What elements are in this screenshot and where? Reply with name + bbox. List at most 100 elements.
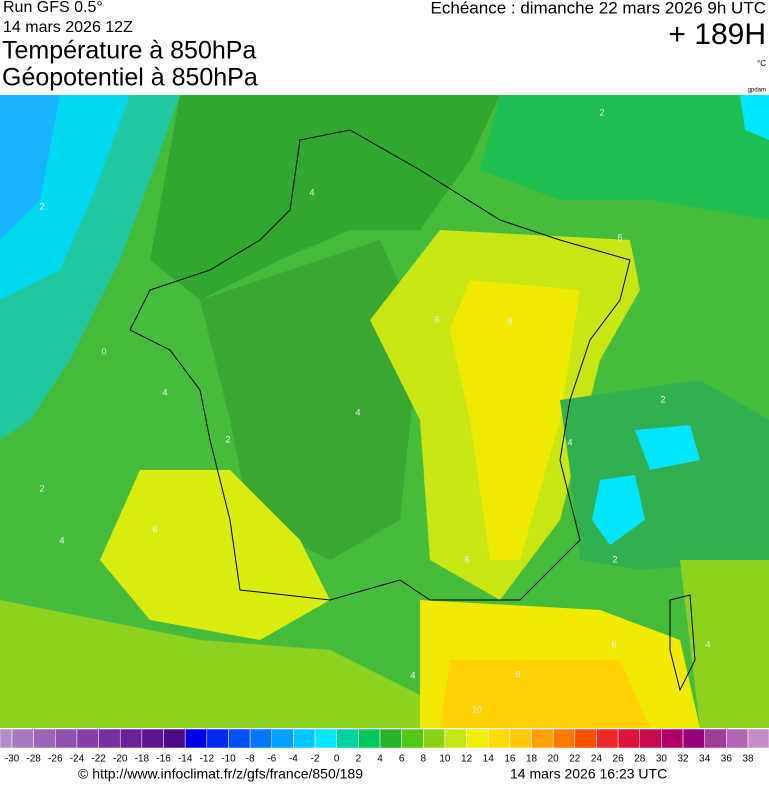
- contour-label: 2: [612, 554, 617, 564]
- colorbar-tick-label: 34: [699, 754, 711, 765]
- run-date: 14 mars 2026 12Z: [3, 19, 133, 36]
- colorbar-tick-label: -26: [48, 754, 63, 765]
- colorbar-tick-label: 20: [548, 754, 560, 765]
- colorbar-cell: [531, 728, 554, 749]
- colorbar-cell: [228, 728, 251, 749]
- colorbar-tick-label: -20: [113, 754, 128, 765]
- colorbar-tick-label: 16: [504, 754, 516, 765]
- colorbar-tick-label: -6: [267, 754, 276, 765]
- valid-time: Echéance : dimanche 22 mars 2026 9h UTC: [431, 0, 766, 17]
- colorbar-tick-label: 18: [526, 754, 538, 765]
- colorbar-cell: [726, 728, 749, 749]
- colorbar-tick-label: -18: [135, 754, 150, 765]
- contour-label: 2: [39, 201, 44, 211]
- contour-label: 8: [507, 316, 512, 326]
- colorbar-tick-label: -30: [5, 754, 20, 765]
- colorbar-cell: [206, 728, 229, 749]
- border-outline: [129, 129, 631, 601]
- colorbar-cell: [119, 728, 143, 749]
- colorbar-cell: [314, 728, 337, 749]
- colorbar-tick-label: 38: [742, 754, 754, 765]
- colorbar-cell: [509, 728, 532, 749]
- contour-label: 4: [410, 670, 415, 680]
- temp-zone: [480, 95, 769, 220]
- temp-zone: [100, 470, 330, 640]
- contour-label: 2: [660, 394, 665, 404]
- colorbar-tick-label: -12: [200, 754, 215, 765]
- contour-labels: 2 4 2 0 4 2 4 6 6 8 4 2 4 6 6 8 10 2 2 4 6 4: [39, 107, 710, 714]
- map: [0, 95, 769, 728]
- colorbar-cell: [617, 728, 641, 749]
- colorbar-cell: [358, 728, 381, 749]
- colorbar-cell: [271, 728, 294, 749]
- corsica-outline: [669, 594, 696, 692]
- colorbar-cell: [552, 728, 576, 749]
- contour-unit: gpdam: [748, 88, 766, 94]
- colorbar-tick-label: -14: [178, 754, 193, 765]
- colorbar-tick-label: -24: [70, 754, 85, 765]
- unit: °C: [757, 59, 766, 68]
- contour-label: 4: [59, 535, 64, 545]
- colorbar-tick-label: -22: [91, 754, 106, 765]
- contour-label: 4: [567, 437, 572, 447]
- footer-url: © http://www.infoclimat.fr/z/gfs/france/…: [78, 766, 363, 782]
- contour-label: 2: [225, 434, 230, 444]
- colorbar-tick-label: -28: [26, 754, 41, 765]
- colorbar-tick-label: 26: [613, 754, 625, 765]
- colorbar-cell: [184, 728, 208, 749]
- title: Température à 850hPa: [2, 37, 256, 65]
- colorbar-cell: [379, 728, 402, 749]
- colorbar-tick-label: 22: [569, 754, 581, 765]
- colorbar-tick-label: -2: [311, 754, 320, 765]
- colorbar-cell: [401, 728, 424, 749]
- colorbar-tick-label: 36: [721, 754, 733, 765]
- colorbar-cell: [574, 728, 597, 749]
- contour-label: 4: [309, 187, 314, 197]
- colorbar-tick-label: -16: [156, 754, 171, 765]
- colorbar-cell: [487, 728, 511, 749]
- lead-time: + 189H: [668, 18, 766, 51]
- colorbar-tick-label: 32: [677, 754, 689, 765]
- colorbar-tick-label: 14: [483, 754, 495, 765]
- colorbar-cell: [141, 728, 164, 749]
- colorbar-cell: [98, 728, 121, 749]
- temp-zone: [0, 95, 60, 240]
- colorbar-cell: [336, 728, 359, 749]
- footer-generated: 14 mars 2026 16:23 UTC: [510, 766, 667, 782]
- colorbar-tick-label: -8: [246, 754, 255, 765]
- colorbar-cell: [661, 728, 684, 749]
- colorbar-tick-label: 6: [399, 754, 405, 765]
- colorbar-cell: [639, 728, 662, 749]
- colorbar-cell: [423, 728, 446, 749]
- temp-zone: [0, 600, 430, 728]
- contour-label: 2: [599, 107, 604, 117]
- colorbar-tick-label: 30: [656, 754, 668, 765]
- colorbar-tick-label: 24: [591, 754, 603, 765]
- contour-label: 2: [39, 483, 44, 493]
- colorbar: -30 -28 -26 -24 -22 -20 -18 -16 -14 -12 -10 -8 -6 -4-…: [0, 728, 769, 765]
- contour-label: 4: [162, 387, 167, 397]
- temp-zone: [150, 95, 500, 300]
- temp-zone: [560, 380, 769, 570]
- colorbar-tick-label: 12: [461, 754, 473, 765]
- colorbar-tick-label: 8: [421, 754, 427, 765]
- contour-label: 6: [464, 554, 469, 564]
- colorbar-cell: [444, 728, 467, 749]
- colorbar-tick-label: -10: [221, 754, 236, 765]
- subtitle: Géopotentiel à 850hPa: [2, 64, 258, 92]
- contour-label: 0: [101, 346, 106, 356]
- colorbar-tick-label: 10: [439, 754, 451, 765]
- temp-zone: [680, 560, 769, 728]
- temp-zone: [440, 660, 650, 728]
- colorbar-cell: [596, 728, 619, 749]
- colorbar-cell: [466, 728, 489, 749]
- colorbar-tick-label: 0: [334, 754, 340, 765]
- contour-label: 4: [705, 639, 710, 649]
- colorbar-cell: [55, 728, 78, 749]
- colorbar-tick-label: 4: [377, 754, 383, 765]
- contour-label: 6: [434, 314, 439, 324]
- colorbar-cell: [747, 728, 769, 749]
- temp-zone: [450, 280, 580, 560]
